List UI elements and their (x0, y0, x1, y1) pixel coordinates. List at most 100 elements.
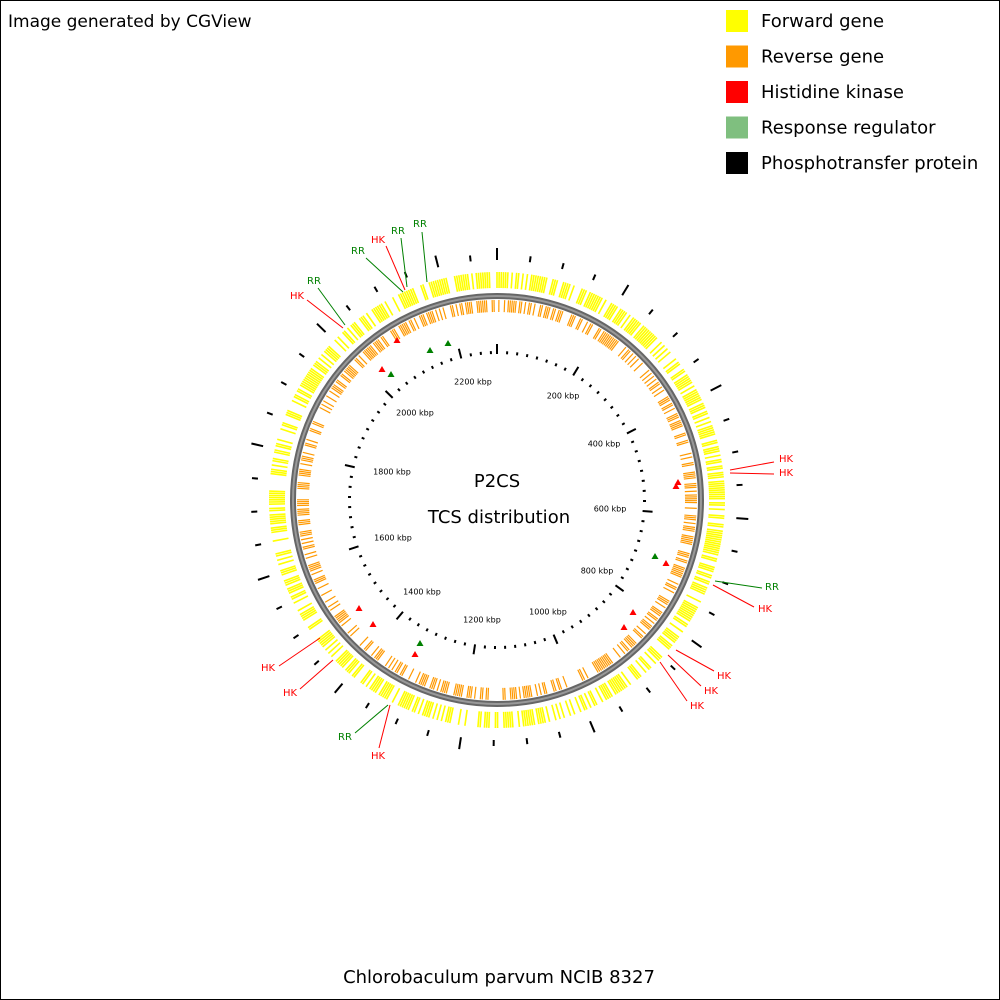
reverse-gene (605, 652, 614, 664)
forward-gene (579, 694, 588, 710)
reverse-gene (663, 407, 675, 415)
reverse-gene (299, 529, 312, 533)
forward-gene (322, 635, 336, 648)
forward-gene (411, 287, 420, 304)
reverse-gene (345, 368, 355, 378)
forward-gene (479, 711, 483, 728)
reverse-gene (466, 685, 470, 698)
reverse-gene (509, 687, 512, 700)
forward-gene (528, 274, 533, 291)
forward-gene (703, 548, 719, 554)
organism: Chlorobaculum parvum NCIB 8327 (343, 967, 655, 988)
forward-gene (300, 382, 316, 392)
reverse-gene (297, 483, 310, 487)
forward-gene (440, 705, 446, 722)
forward-gene (399, 691, 408, 707)
forward-gene (686, 594, 702, 603)
reverse-gene (301, 540, 314, 545)
reverse-gene (422, 674, 428, 686)
reverse-gene (663, 586, 675, 594)
rr-marker (416, 640, 424, 646)
center-subtitle: TCS distribution (427, 507, 570, 528)
forward-gene (690, 584, 706, 593)
feature-callout (714, 580, 763, 589)
reverse-gene (335, 380, 346, 390)
reverse-gene (664, 583, 677, 591)
reverse-gene (646, 612, 657, 621)
feature-callout (378, 704, 391, 749)
reverse-gene (312, 420, 325, 427)
inner-tick (453, 639, 457, 644)
forward-gene (353, 664, 365, 678)
legend-swatch (726, 10, 748, 32)
reverse-gene (649, 608, 661, 617)
forward-gene (300, 607, 316, 618)
forward-gene (508, 711, 512, 728)
reverse-gene (464, 302, 468, 315)
reverse-gene (543, 681, 548, 694)
reverse-gene (577, 669, 584, 681)
forward-gene (308, 619, 323, 631)
feature-callout (306, 299, 344, 329)
forward-gene (612, 677, 623, 692)
reverse-gene (591, 661, 599, 673)
inner-tick (634, 449, 638, 453)
forward-gene (655, 348, 669, 360)
forward-gene (705, 536, 722, 541)
inner-tick (523, 643, 527, 647)
inner-tick (425, 628, 429, 632)
forward-gene (615, 310, 626, 325)
forward-gene (436, 279, 443, 296)
reverse-gene (629, 358, 640, 368)
forward-gene (372, 307, 383, 323)
reverse-gene (394, 661, 402, 673)
reverse-gene (341, 617, 352, 627)
hk-marker (393, 337, 401, 343)
forward-gene (504, 272, 507, 289)
forward-gene (421, 700, 429, 716)
forward-gene (536, 276, 542, 293)
reverse-gene (449, 305, 454, 318)
reverse-gene (556, 310, 562, 323)
reverse-gene (441, 680, 447, 693)
reverse-gene (596, 659, 604, 670)
reverse-gene (676, 439, 689, 445)
outer-tick (723, 417, 730, 422)
legend-label: Phosphotransfer protein (761, 153, 978, 174)
forward-gene (669, 622, 684, 633)
reverse-gene (338, 615, 350, 624)
reverse-gene (473, 686, 477, 699)
reverse-gene (570, 315, 577, 328)
forward-gene (401, 292, 410, 308)
reverse-gene (430, 677, 437, 690)
forward-gene (539, 707, 545, 724)
reverse-gene (436, 679, 442, 691)
reverse-gene (665, 582, 677, 589)
forward-gene (397, 690, 406, 706)
credit: Image generated by CGView (8, 12, 252, 32)
outer-tick (313, 660, 320, 666)
forward-gene (378, 680, 388, 696)
forward-gene (272, 459, 289, 465)
reverse-gene (429, 676, 435, 689)
forward-gene (510, 272, 514, 289)
forward-gene (287, 584, 304, 593)
reverse-gene (537, 304, 542, 317)
inner-tick (367, 572, 372, 576)
reverse-gene (514, 687, 518, 700)
forward-gene (646, 648, 660, 662)
forward-gene (625, 318, 637, 333)
reverse-gene (298, 472, 311, 476)
reverse-gene (366, 347, 376, 358)
forward-gene (694, 416, 710, 424)
forward-gene (317, 631, 332, 643)
reverse-gene (627, 355, 637, 366)
inner-tick (543, 637, 547, 642)
reverse-gene (321, 589, 333, 597)
forward-gene (680, 604, 696, 615)
reverse-gene (393, 328, 401, 340)
reverse-gene (680, 456, 693, 461)
inner-tick (587, 613, 591, 618)
reverse-gene (470, 301, 474, 314)
forward-gene (309, 369, 324, 380)
